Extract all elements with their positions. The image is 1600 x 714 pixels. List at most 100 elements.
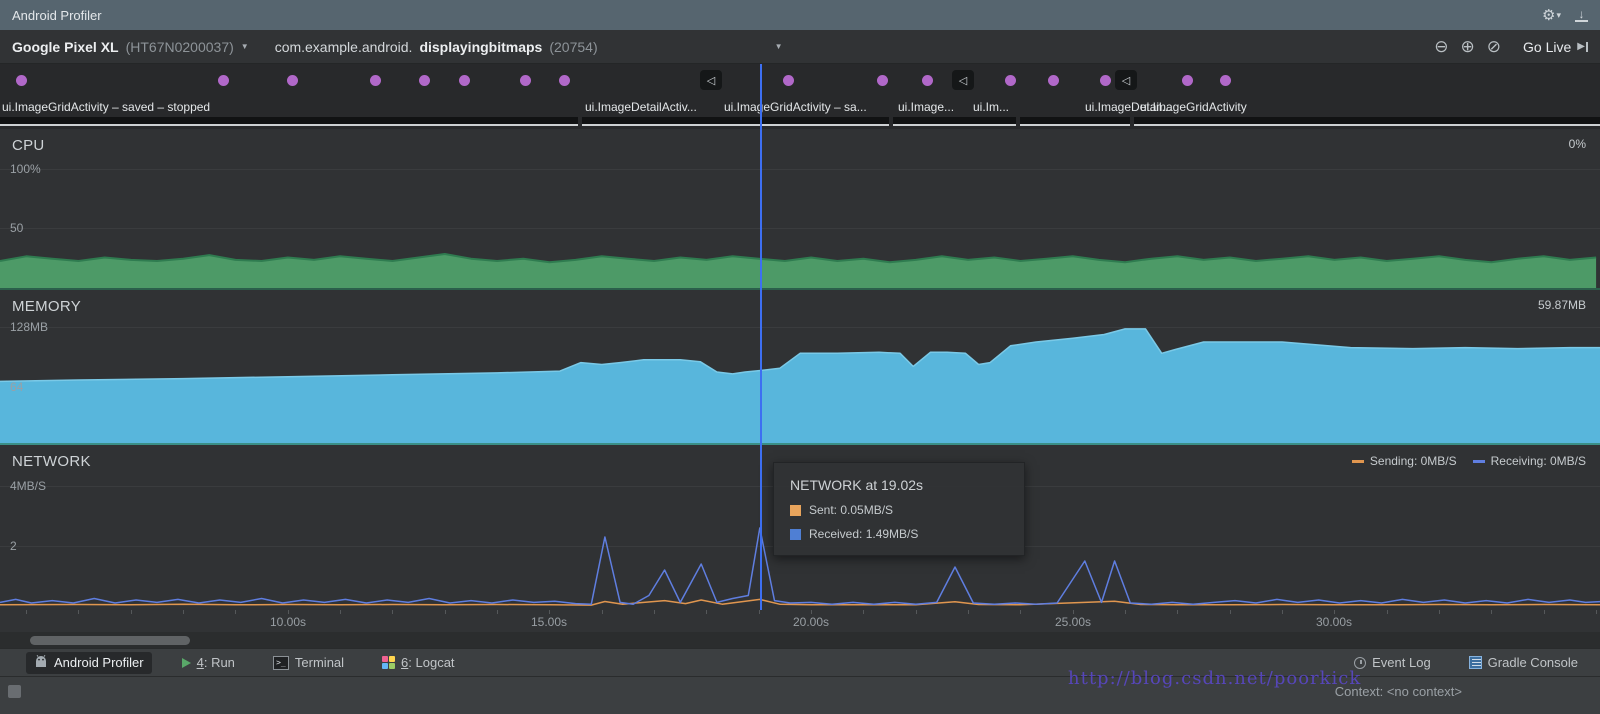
status-bar: Context: <no context>: [0, 676, 1600, 714]
gridline: [0, 169, 1600, 170]
gridline: [0, 228, 1600, 229]
axis-minor-tick: [1282, 610, 1283, 614]
axis-minor-tick: [759, 610, 760, 614]
axis-minor-tick: [863, 610, 864, 614]
chevron-down-icon: ▼: [240, 42, 249, 51]
axis-minor-tick: [1230, 610, 1231, 614]
network-legend: Sending: 0MB/S Receiving: 0MB/S: [1351, 454, 1586, 468]
axis-minor-tick: [1387, 610, 1388, 614]
time-tick-label: 25.00s: [1054, 615, 1092, 629]
activity-lifecycle-label: ui.ImageGridActivity – saved – stopped: [2, 100, 211, 114]
download-icon[interactable]: ↓: [1575, 8, 1588, 22]
touch-event-dot: [922, 75, 933, 86]
tool-window-stripe-icon[interactable]: [8, 685, 21, 698]
tooltip-title: NETWORK at 19.02s: [790, 477, 924, 493]
time-tick-label: 30.00s: [1315, 615, 1353, 629]
logcat-icon: [382, 656, 396, 669]
time-tick-label: 15.00s: [530, 615, 568, 629]
tool-window-run[interactable]: 4: Run: [174, 652, 243, 673]
reset-zoom-button[interactable]: ⊘: [1486, 36, 1502, 56]
legend-item: Sending: 0MB/S: [1351, 454, 1457, 468]
device-name: Google Pixel XL: [12, 38, 119, 55]
axis-minor-tick: [916, 610, 917, 614]
tool-window-event-log[interactable]: Event Log: [1346, 652, 1439, 673]
axis-minor-tick: [654, 610, 655, 614]
tool-window-label: Terminal: [294, 655, 345, 670]
tool-window-label: 6: Logcat: [401, 655, 455, 670]
scrollbar-thumb[interactable]: [30, 636, 190, 645]
axis-minor-tick: [235, 610, 236, 614]
process-selector[interactable]: com.example.android. displayingbitmaps (2…: [275, 39, 783, 55]
go-live-label: Go Live: [1523, 38, 1572, 55]
touch-event-dot: [16, 75, 27, 86]
cpu-axis-max-label: 100%: [10, 162, 41, 176]
tool-window-label: Android Profiler: [54, 655, 144, 670]
memory-chart-section[interactable]: MEMORY 128MB 64 59.87MB: [0, 290, 1600, 445]
axis-minor-tick: [706, 610, 707, 614]
gridline: [0, 327, 1600, 328]
touch-event-dot: [370, 75, 381, 86]
zoom-in-button[interactable]: ⊕: [1460, 36, 1475, 56]
touch-event-dot: [419, 75, 430, 86]
legend-item: Receiving: 0MB/S: [1472, 454, 1586, 468]
touch-event-dot: [218, 75, 229, 86]
axis-minor-tick: [392, 610, 393, 614]
legend-color-dash: [1472, 459, 1485, 463]
cpu-chart[interactable]: [0, 129, 1600, 288]
tool-window-label: Gradle Console: [1487, 655, 1578, 670]
activity-lifecycle-label: ui.Im...: [973, 100, 1010, 114]
touch-event-dot: [877, 75, 888, 86]
gradle-console-icon: [1468, 656, 1482, 669]
legend-color-dash: [1351, 459, 1364, 463]
cpu-chart-section[interactable]: CPU 100% 50 0%: [0, 129, 1600, 290]
axis-minor-tick: [497, 610, 498, 614]
axis-minor-tick: [1491, 610, 1492, 614]
process-name: displayingbitmaps: [419, 38, 543, 55]
tool-window-terminal[interactable]: >_ Terminal: [265, 652, 352, 673]
chevron-down-icon: ▼: [774, 42, 783, 51]
activity-span-bar: [893, 117, 1016, 126]
touch-event-dot: [287, 75, 298, 86]
event-log-icon: [1354, 656, 1367, 669]
back-button-event-icon: ◁: [1115, 70, 1137, 90]
axis-minor-tick: [602, 610, 603, 614]
horizontal-scrollbar[interactable]: [0, 632, 1600, 648]
tooltip-color-swatch: [790, 504, 801, 516]
time-tick-label: 20.00s: [792, 615, 830, 629]
axis-minor-tick: [1544, 610, 1545, 614]
event-timeline[interactable]: ◁ ◁ ◁ ui.ImageGridActivity – saved – stoppe…: [0, 64, 1600, 129]
axis-minor-tick: [183, 610, 184, 614]
tool-window-logcat[interactable]: 6: Logcat: [374, 652, 463, 673]
window-titlebar: Android Profiler ⚙ ▾ ↓: [0, 0, 1600, 30]
network-axis-mid-label: 2: [10, 539, 17, 553]
memory-axis-mid-label: 64: [10, 380, 24, 394]
activity-lifecycle-label: ui.ImageGridActivity: [1140, 100, 1247, 114]
settings-gear-icon[interactable]: ⚙ ▾: [1542, 7, 1561, 24]
cpu-section-title: CPU: [12, 137, 45, 154]
tooltip-row: Sent: 0.05MB/S: [790, 503, 1008, 517]
axis-minor-tick: [1073, 610, 1074, 614]
activity-lifecycle-label: ui.ImageDetailActiv...: [585, 100, 697, 114]
tooltip-color-swatch: [790, 528, 801, 540]
axis-minor-tick: [1439, 610, 1440, 614]
axis-minor-tick: [1177, 610, 1178, 614]
tool-window-android-profiler[interactable]: Android Profiler: [26, 651, 152, 674]
memory-chart[interactable]: [0, 290, 1600, 443]
network-tooltip: NETWORK at 19.02s Sent: 0.05MB/S Received…: [773, 462, 1025, 556]
timeline-selection-line[interactable]: [760, 64, 762, 610]
network-section-title: NETWORK: [12, 453, 91, 470]
activity-lifecycle-label: ui.ImageGridActivity – sa...: [724, 100, 867, 114]
network-chart[interactable]: [0, 445, 1600, 610]
axis-minor-tick: [1334, 610, 1335, 614]
zoom-out-button[interactable]: ⊖: [1434, 36, 1449, 56]
device-selector[interactable]: Google Pixel XL (HT67N0200037) ▼: [12, 39, 249, 55]
activity-span-bar: [1020, 117, 1130, 126]
activity-span-bar: [0, 117, 578, 126]
touch-event-dot: [520, 75, 531, 86]
time-axis: 10.00s 15.00s 20.00s 25.00s 30.00s: [0, 610, 1600, 632]
activity-span-bar: [1134, 117, 1600, 126]
go-live-button[interactable]: Go Live ▶: [1523, 39, 1588, 55]
window-title: Android Profiler: [12, 7, 102, 23]
tool-window-gradle-console[interactable]: Gradle Console: [1461, 652, 1586, 673]
